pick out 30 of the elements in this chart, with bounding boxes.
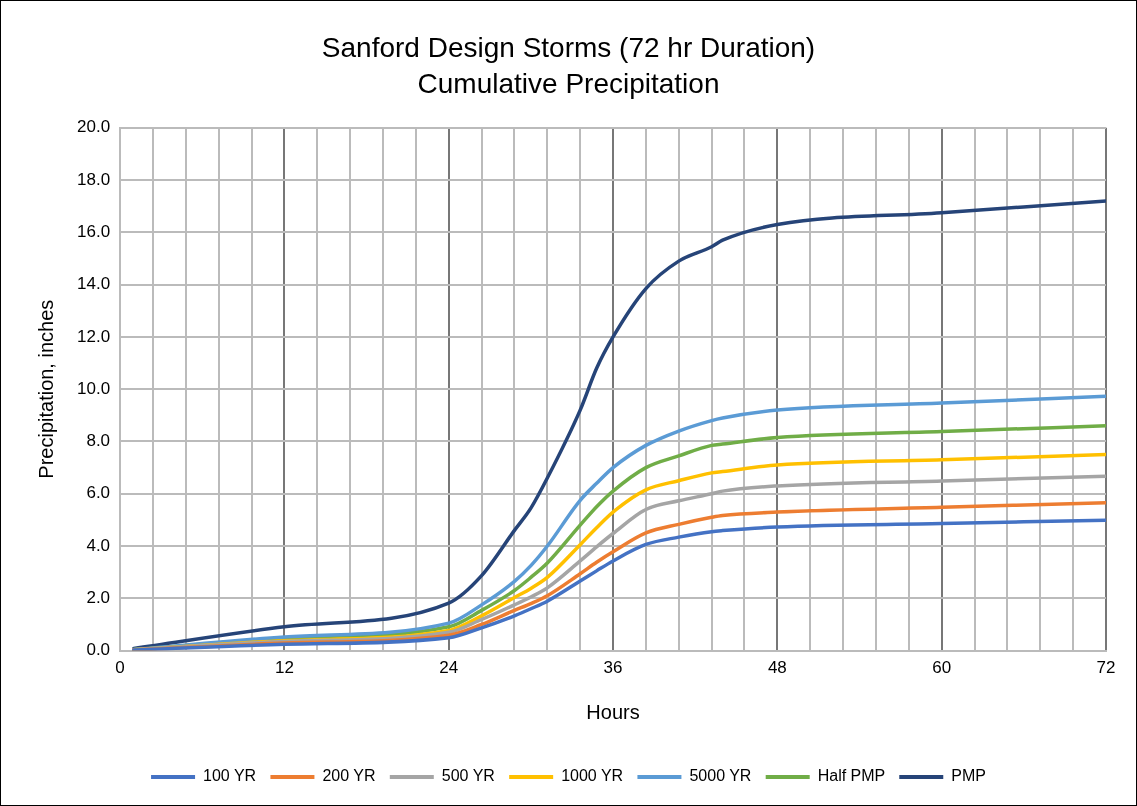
legend-label: 1000 YR	[561, 767, 624, 785]
y-tick-label: 8.0	[86, 431, 111, 451]
y-tick-label: 6.0	[86, 483, 111, 503]
y-tick-label: 4.0	[86, 535, 111, 555]
y-tick-label: 20.0	[76, 117, 111, 137]
y-tick-label: 10.0	[76, 378, 111, 398]
chart-subtitle: Cumulative Precipitation	[417, 68, 720, 100]
y-tick-label: 14.0	[76, 274, 111, 294]
x-tick-label: 24	[439, 658, 459, 678]
y-tick-label: 18.0	[76, 169, 111, 189]
legend-label: Half PMP	[817, 767, 886, 785]
x-axis-title: Hours	[586, 700, 640, 723]
x-tick-label: 48	[767, 658, 787, 678]
x-tick-label: 0	[115, 658, 125, 678]
y-tick-label: 12.0	[76, 326, 111, 346]
legend-label: PMP	[951, 767, 986, 785]
y-tick-label: 16.0	[76, 222, 111, 242]
chart-title: Sanford Design Storms (72 hr Duration)	[321, 31, 816, 63]
legend-label: 100 YR	[203, 767, 257, 785]
x-tick-label: 60	[932, 658, 952, 678]
y-tick-label: 0.0	[86, 640, 111, 660]
legend-label: 200 YR	[322, 767, 376, 785]
x-tick-label: 12	[274, 658, 294, 678]
line-series	[132, 199, 1106, 651]
y-axis-title: Precipitation, inches	[34, 299, 57, 479]
x-tick-label: 72	[1096, 658, 1116, 678]
legend-label: 500 YR	[441, 767, 495, 785]
y-tick-label: 2.0	[86, 588, 111, 608]
x-tick-label: 36	[603, 658, 623, 678]
legend-label: 5000 YR	[689, 767, 752, 785]
